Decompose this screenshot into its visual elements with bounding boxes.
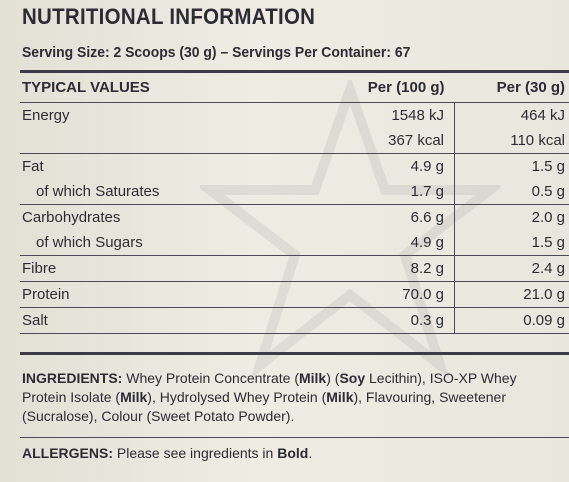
ingredients-allergen-soy: Soy xyxy=(339,370,366,386)
table-row: 367 kcal 110 kcal xyxy=(20,128,569,154)
table-row: Energy 1548 kJ 464 kJ xyxy=(20,102,569,128)
table-row: Carbohydrates 6.6 g 2.0 g xyxy=(20,204,569,230)
row-value-30g: 1.5 g xyxy=(531,234,565,251)
serving-info: Serving Size: 2 Scoops (30 g) – Servings… xyxy=(22,44,411,61)
table-row: Fibre 8.2 g 2.4 g xyxy=(20,255,569,282)
ingredients-allergen-milk: Milk xyxy=(120,389,148,405)
row-label-protein: Protein xyxy=(20,281,324,308)
row-value-100g: 6.6 g xyxy=(324,204,455,230)
row-value-30g: 21.0 g xyxy=(454,281,569,308)
table-row: Salt 0.3 g 0.09 g xyxy=(20,307,569,334)
allergens-bold-word: Bold xyxy=(277,445,309,461)
row-value-100g: 1.7 g xyxy=(324,179,455,205)
header-typical-values: TYPICAL VALUES xyxy=(22,78,150,96)
row-label-energy: Energy xyxy=(20,102,324,128)
table-row: of which Saturates 1.7 g 0.5 g xyxy=(20,179,569,205)
row-value-30g: 0.09 g xyxy=(454,307,569,334)
row-value-30g: 1.5 g xyxy=(454,153,569,179)
row-value-30g: 2.0 g xyxy=(454,204,569,230)
row-value-30g: 0.5 g xyxy=(531,183,565,200)
row-value-30g: 2.4 g xyxy=(454,255,569,282)
header-per-100g: Per (100 g) xyxy=(367,78,445,96)
ingredients-segment: Whey Protein Concentrate ( xyxy=(122,370,299,386)
table-row: Protein 70.0 g 21.0 g xyxy=(20,281,569,308)
table-row: of which Sugars 4.9 g 1.5 g xyxy=(20,230,569,256)
table-rule-bottom xyxy=(20,352,569,355)
row-label-fibre: Fibre xyxy=(20,255,324,282)
nutrition-table: TYPICAL VALUES Per (100 g) Per (30 g) En… xyxy=(20,72,569,334)
ingredients-segment: ), Flavouring, Sweetener (Sucralose), Co… xyxy=(22,389,507,424)
row-value-100g: 4.9 g xyxy=(324,230,455,256)
row-label-saturates: of which Saturates xyxy=(36,183,160,200)
row-value-100g: 0.3 g xyxy=(324,307,455,334)
allergens-label: ALLERGENS: xyxy=(22,445,113,461)
row-value-100g: 70.0 g xyxy=(324,281,455,308)
header-per-30g: Per (30 g) xyxy=(496,78,565,96)
row-label-carbohydrates: Carbohydrates xyxy=(20,204,324,230)
allergens-rule xyxy=(20,437,569,438)
ingredients-allergen-milk: Milk xyxy=(326,389,354,405)
row-value-30g: 110 kcal xyxy=(510,132,565,149)
row-value-100g: 4.9 g xyxy=(324,153,455,179)
ingredients-segment: ), Hydrolysed Whey Protein ( xyxy=(147,389,327,405)
table-header-row: TYPICAL VALUES Per (100 g) Per (30 g) xyxy=(20,72,569,103)
row-value-30g: 464 kJ xyxy=(454,102,569,128)
row-label-salt: Salt xyxy=(20,307,324,334)
label-title: NUTRITIONAL INFORMATION xyxy=(22,4,316,29)
row-value-100g: 1548 kJ xyxy=(324,102,455,128)
ingredients-allergen-milk: Milk xyxy=(298,370,327,386)
allergens-segment: Please see ingredients in xyxy=(113,445,278,461)
header-rule-top xyxy=(20,70,569,73)
row-value-100g: 8.2 g xyxy=(324,255,455,282)
row-label-fat: Fat xyxy=(20,153,324,179)
table-row: Fat 4.9 g 1.5 g xyxy=(20,153,569,179)
ingredients-text: INGREDIENTS: Whey Protein Concentrate (M… xyxy=(22,369,552,426)
ingredients-segment: ) ( xyxy=(326,370,340,386)
ingredients-segment: Lecithin), ISO-XP Whey Protein Isolate ( xyxy=(22,370,517,405)
row-label-sugars: of which Sugars xyxy=(36,234,143,251)
row-value-100g: 367 kcal xyxy=(324,128,455,154)
allergens-end: . xyxy=(308,445,313,461)
row-label-energy-kcal xyxy=(20,128,324,154)
ingredients-label: INGREDIENTS: xyxy=(22,370,123,386)
allergens-text: ALLERGENS: Please see ingredients in Bol… xyxy=(22,445,312,461)
